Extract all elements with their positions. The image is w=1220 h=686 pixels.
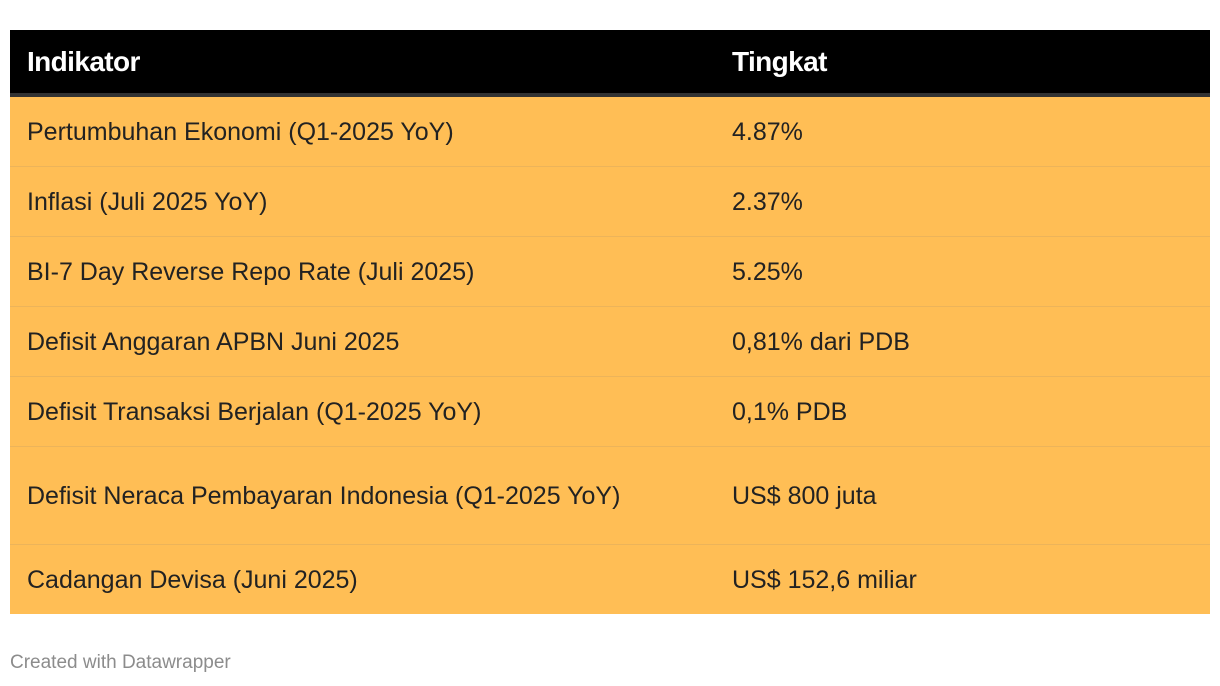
indicator-value: 5.25% [732,257,803,286]
table-row: Defisit Anggaran APBN Juni 2025 0,81% da… [10,306,1210,377]
indicator-label: Pertumbuhan Ekonomi (Q1-2025 YoY) [27,117,454,146]
value-cell: 0,81% dari PDB [715,306,1210,377]
value-cell: US$ 800 juta [715,446,1210,545]
column-header-tingkat[interactable]: Tingkat [715,30,1210,97]
indicator-cell: Pertumbuhan Ekonomi (Q1-2025 YoY) [10,94,715,167]
indicator-value: 4.87% [732,117,803,146]
value-cell: 2.37% [715,166,1210,237]
indicator-value: 2.37% [732,187,803,216]
indicator-cell: BI-7 Day Reverse Repo Rate (Juli 2025) [10,236,715,307]
indicator-label: Cadangan Devisa (Juni 2025) [27,565,358,594]
data-table-container: Indikator Tingkat Pertumbuhan Ekonomi (Q… [10,30,1210,614]
table-row: Pertumbuhan Ekonomi (Q1-2025 YoY) 4.87% [10,94,1210,167]
indicator-cell: Defisit Transaksi Berjalan (Q1-2025 YoY) [10,376,715,447]
indicator-table: Indikator Tingkat Pertumbuhan Ekonomi (Q… [10,30,1210,614]
table-header: Indikator Tingkat [10,30,1210,97]
table-row: Defisit Transaksi Berjalan (Q1-2025 YoY)… [10,376,1210,447]
table-row: Inflasi (Juli 2025 YoY) 2.37% [10,166,1210,237]
indicator-cell: Defisit Neraca Pembayaran Indonesia (Q1-… [10,446,715,545]
header-row: Indikator Tingkat [10,30,1210,97]
indicator-cell: Inflasi (Juli 2025 YoY) [10,166,715,237]
indicator-label: Inflasi (Juli 2025 YoY) [27,187,268,216]
indicator-cell: Cadangan Devisa (Juni 2025) [10,544,715,614]
datawrapper-credit[interactable]: Created with Datawrapper [10,652,231,673]
table-body: Pertumbuhan Ekonomi (Q1-2025 YoY) 4.87% … [10,94,1210,614]
table-row: Cadangan Devisa (Juni 2025) US$ 152,6 mi… [10,544,1210,614]
table-row: BI-7 Day Reverse Repo Rate (Juli 2025) 5… [10,236,1210,307]
value-cell: US$ 152,6 miliar [715,544,1210,614]
indicator-cell: Defisit Anggaran APBN Juni 2025 [10,306,715,377]
indicator-label: Defisit Transaksi Berjalan (Q1-2025 YoY) [27,397,482,426]
indicator-label: BI-7 Day Reverse Repo Rate (Juli 2025) [27,257,475,286]
indicator-value: 0,81% dari PDB [732,327,910,356]
column-header-indikator[interactable]: Indikator [10,30,715,97]
table-row: Defisit Neraca Pembayaran Indonesia (Q1-… [10,446,1210,545]
value-cell: 4.87% [715,94,1210,167]
value-cell: 0,1% PDB [715,376,1210,447]
indicator-value: US$ 152,6 miliar [732,565,917,594]
indicator-value: US$ 800 juta [732,481,877,510]
value-cell: 5.25% [715,236,1210,307]
indicator-value: 0,1% PDB [732,397,848,426]
indicator-label: Defisit Anggaran APBN Juni 2025 [27,327,400,356]
indicator-label: Defisit Neraca Pembayaran Indonesia (Q1-… [27,481,621,510]
